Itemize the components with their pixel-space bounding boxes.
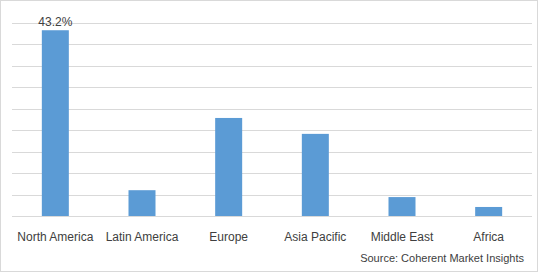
grid-line — [12, 195, 532, 196]
bar — [475, 207, 502, 216]
x-tick-label: Asia Pacific — [284, 230, 346, 244]
chart-container: 43.2% North America Latin America Europe Asi… — [0, 0, 538, 272]
x-tick-label: Africa — [473, 230, 504, 244]
bar — [129, 190, 156, 216]
grid-line — [12, 87, 532, 88]
grid-line — [12, 216, 532, 217]
grid-line — [12, 109, 532, 110]
x-tick-label: Europe — [209, 230, 248, 244]
chart-svg: 43.2% North America Latin America Europe Asi… — [0, 0, 538, 272]
source-note: Source: Coherent Market Insights — [360, 252, 524, 264]
x-tick-label: Middle East — [371, 230, 434, 244]
chart-border — [1, 1, 538, 272]
bar — [42, 30, 69, 216]
grid-line — [12, 152, 532, 153]
x-tick-label: North America — [17, 230, 93, 244]
bars — [42, 30, 502, 216]
bar — [215, 118, 242, 216]
bar — [389, 197, 416, 216]
bar — [302, 134, 329, 216]
data-label: 43.2% — [38, 15, 72, 29]
x-tick-label: Latin America — [106, 230, 179, 244]
grid-line — [12, 44, 532, 45]
grid-line — [12, 173, 532, 174]
grid-line — [12, 66, 532, 67]
grid-line — [12, 130, 532, 131]
x-axis-line — [12, 216, 532, 217]
grid-line — [12, 23, 532, 24]
